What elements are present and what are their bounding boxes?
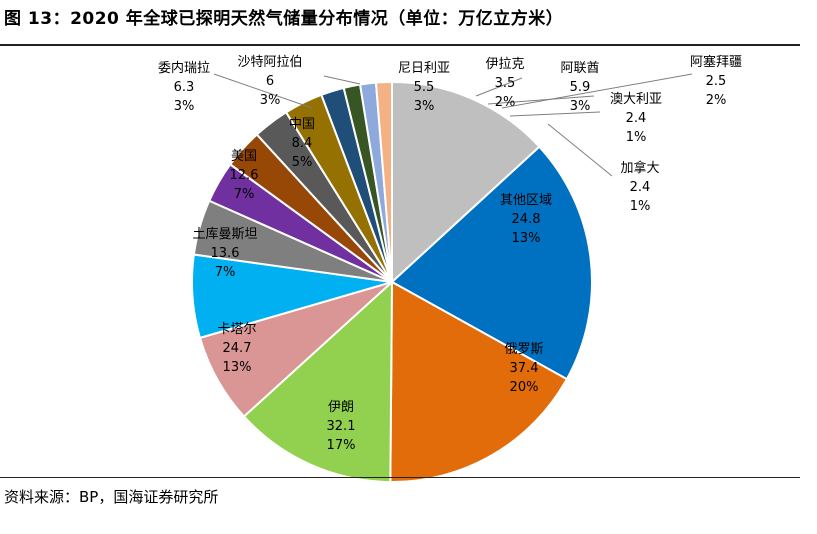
slice-label-name: 沙特阿拉伯 (237, 55, 302, 70)
slice-label-value: 8.4 (292, 136, 313, 151)
slice-label-name: 委内瑞拉 (158, 60, 210, 76)
slice-label-pct: 20% (510, 380, 539, 395)
slice-label-value: 32.1 (327, 419, 356, 434)
source-note: 资料来源：BP，国海证券研究所 (4, 488, 219, 506)
slice-label-pct: 3% (260, 93, 281, 108)
slice-label-value: 12.6 (230, 168, 259, 183)
leader-line (501, 73, 693, 109)
slice-label-pct: 1% (630, 199, 651, 214)
slice-label-name: 加拿大 (620, 160, 659, 176)
slice-label-pct: 2% (706, 93, 727, 108)
slice-label-value: 2.5 (706, 74, 727, 89)
slice-label-value: 37.4 (510, 361, 539, 376)
slice-label-name: 俄罗斯 (504, 342, 543, 357)
leader-line (323, 75, 361, 85)
slice-label-value: 24.7 (223, 341, 252, 356)
slice-label-name: 美国 (231, 149, 257, 164)
slice-label-name: 阿联酋 (560, 60, 599, 76)
slice-label-pct: 5% (292, 155, 313, 170)
slice-label-pct: 13% (512, 231, 541, 246)
slice-label-name: 伊拉克 (485, 57, 524, 72)
slice-label-pct: 17% (327, 438, 356, 453)
pie-slice (374, 80, 393, 283)
pie-slice (391, 80, 541, 285)
slice-label-name: 卡塔尔 (217, 322, 256, 337)
slice-label-value: 24.8 (512, 212, 541, 227)
leader-line (213, 73, 313, 109)
slice-label-pct: 3% (570, 99, 591, 114)
pie-slice (390, 145, 593, 381)
page-title: 图 13：2020 年全球已探明天然气储量分布情况（单位：万亿立方米） (4, 9, 564, 29)
slice-label-value: 6.3 (174, 80, 195, 95)
slice-label-value: 3.5 (495, 76, 516, 91)
slice-label-name: 阿塞拜疆 (690, 54, 742, 70)
leader-line (475, 77, 523, 97)
leader-line (487, 95, 595, 105)
slice-label-value: 5.9 (570, 80, 591, 95)
slice-label-pct: 1% (626, 130, 647, 145)
pie-slice (242, 279, 394, 483)
slice-label-name: 伊朗 (328, 400, 354, 415)
slice-label-value: 2.4 (626, 111, 647, 126)
footer-divider (0, 477, 800, 478)
slice-label-name: 澳大利亚 (610, 91, 662, 107)
slice-label-value: 2.4 (630, 180, 651, 195)
slice-label-value: 13.6 (211, 246, 240, 261)
slice-label-pct: 3% (174, 99, 195, 114)
pie-slice (389, 280, 569, 483)
slice-label-name: 中国 (289, 117, 315, 132)
slice-label-name: 其他区域 (500, 193, 552, 208)
slice-label-value: 6 (266, 74, 274, 89)
title-divider (0, 44, 800, 46)
slice-label-name: 尼日利亚 (398, 61, 450, 76)
slice-label-pct: 13% (223, 360, 252, 375)
slice-label-name: 土库曼斯坦 (192, 226, 257, 242)
leader-line (509, 111, 601, 117)
leader-line (547, 123, 613, 177)
slice-label-pct: 7% (234, 187, 255, 202)
slice-label-pct: 3% (414, 99, 435, 114)
slice-label-value: 5.5 (414, 80, 435, 95)
slice-label-pct: 7% (215, 265, 236, 280)
